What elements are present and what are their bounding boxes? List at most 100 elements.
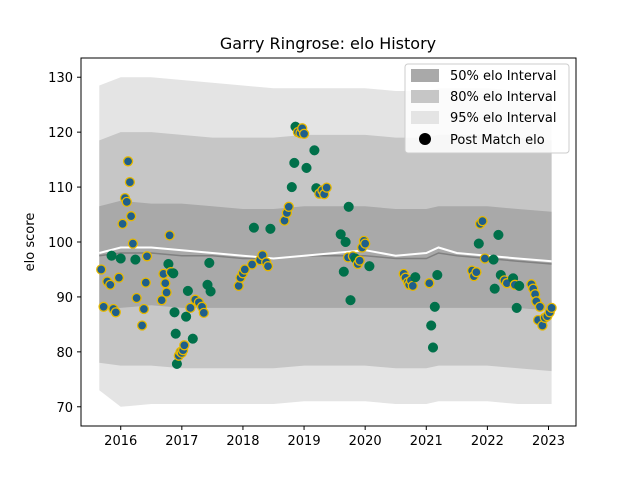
legend-swatch-95: [411, 111, 439, 124]
median-line: [99, 246, 552, 263]
interval-bands: [99, 77, 552, 407]
data-point: [185, 302, 196, 314]
mean-line: [99, 252, 552, 265]
data-point: [239, 264, 250, 275]
legend-swatch-50: [411, 69, 439, 82]
data-point: [546, 302, 557, 314]
data-point: [426, 320, 437, 331]
data-point: [298, 128, 310, 139]
data-point: [127, 238, 139, 249]
data-point: [354, 255, 365, 266]
legend-label-points: Post Match elo: [450, 133, 545, 148]
data-point: [432, 269, 443, 281]
data-point: [364, 261, 375, 272]
data-point: [321, 182, 332, 193]
y-tick-label: 70: [56, 401, 73, 416]
data-point: [98, 301, 109, 312]
data-point: [181, 311, 192, 322]
x-tick-label: 2020: [349, 434, 382, 449]
y-tick-label: 90: [56, 291, 73, 306]
x-tick-label: 2021: [410, 434, 443, 449]
data-point: [138, 303, 150, 315]
data-point: [105, 279, 116, 290]
data-point: [407, 280, 418, 292]
data-point: [471, 267, 482, 278]
data-point: [182, 285, 193, 296]
data-point: [204, 257, 215, 268]
data-point: [345, 295, 356, 306]
data-point: [335, 229, 346, 240]
data-point: [160, 278, 171, 289]
data-point: [424, 278, 435, 289]
x-axis: 2016 2017 2018 2019 2020 2021 2022 2023: [104, 426, 565, 449]
data-point: [187, 333, 198, 344]
data-point: [110, 307, 121, 318]
data-point: [233, 280, 244, 292]
data-point: [140, 277, 151, 288]
data-point: [338, 266, 349, 277]
data-point: [289, 157, 300, 168]
data-point: [473, 238, 484, 249]
y-tick-label: 100: [48, 236, 73, 251]
data-point: [141, 251, 153, 262]
data-point: [309, 145, 320, 156]
data-point: [156, 295, 167, 306]
data-point: [96, 264, 107, 275]
data-point: [117, 218, 128, 230]
data-point: [161, 287, 172, 298]
data-point: [479, 253, 491, 264]
chart-title: Garry Ringrose: elo History: [220, 34, 436, 53]
data-point: [360, 238, 371, 249]
data-point: [488, 254, 499, 265]
legend-label-80: 80% elo Interval: [450, 90, 557, 105]
legend-label-50: 50% elo Interval: [450, 69, 557, 84]
data-point: [410, 272, 421, 283]
data-point: [286, 182, 297, 193]
data-point: [429, 301, 440, 312]
data-point: [246, 259, 258, 270]
x-tick-label: 2017: [165, 434, 198, 449]
legend-item-80: 80% elo Interval: [411, 90, 557, 105]
y-tick-label: 110: [48, 181, 73, 196]
data-point: [122, 156, 134, 167]
data-point: [121, 196, 132, 208]
legend-box: [404, 63, 570, 154]
legend-label-95: 95% elo Interval: [450, 111, 557, 126]
legend-swatch-80: [411, 90, 439, 103]
y-axis-label: elo score: [23, 213, 38, 272]
data-point: [131, 292, 142, 304]
trend-lines: [99, 246, 552, 265]
x-tick-label: 2022: [471, 434, 504, 449]
data-point: [340, 236, 351, 248]
y-tick-label: 80: [56, 346, 73, 361]
legend-item-50: 50% elo Interval: [411, 69, 557, 84]
data-point: [514, 280, 525, 291]
data-point: [477, 215, 488, 227]
data-point: [301, 162, 312, 173]
data-point: [125, 211, 137, 222]
data-point: [169, 307, 180, 318]
data-point: [248, 222, 259, 233]
data-point: [262, 261, 274, 272]
legend-item-95: 95% elo Interval: [411, 111, 557, 126]
post-match-points: [96, 121, 557, 369]
data-point: [493, 229, 504, 240]
x-tick-label: 2016: [104, 434, 137, 449]
data-point: [130, 254, 141, 265]
x-tick-label: 2018: [226, 434, 259, 449]
data-point: [489, 283, 500, 294]
data-point: [534, 301, 546, 312]
data-point: [164, 230, 175, 241]
data-point: [170, 328, 181, 339]
data-point: [343, 201, 354, 212]
y-axis: 70 80 90 100 110 120 130: [48, 71, 81, 416]
data-point: [198, 307, 209, 319]
legend: 50% elo Interval 80% elo Interval 95% el…: [404, 63, 570, 154]
legend-item-points: Post Match elo: [419, 133, 545, 148]
legend-marker-points: [419, 133, 431, 145]
data-point: [265, 223, 276, 234]
data-point: [124, 176, 136, 188]
y-tick-label: 120: [48, 126, 73, 141]
data-point: [106, 250, 117, 261]
